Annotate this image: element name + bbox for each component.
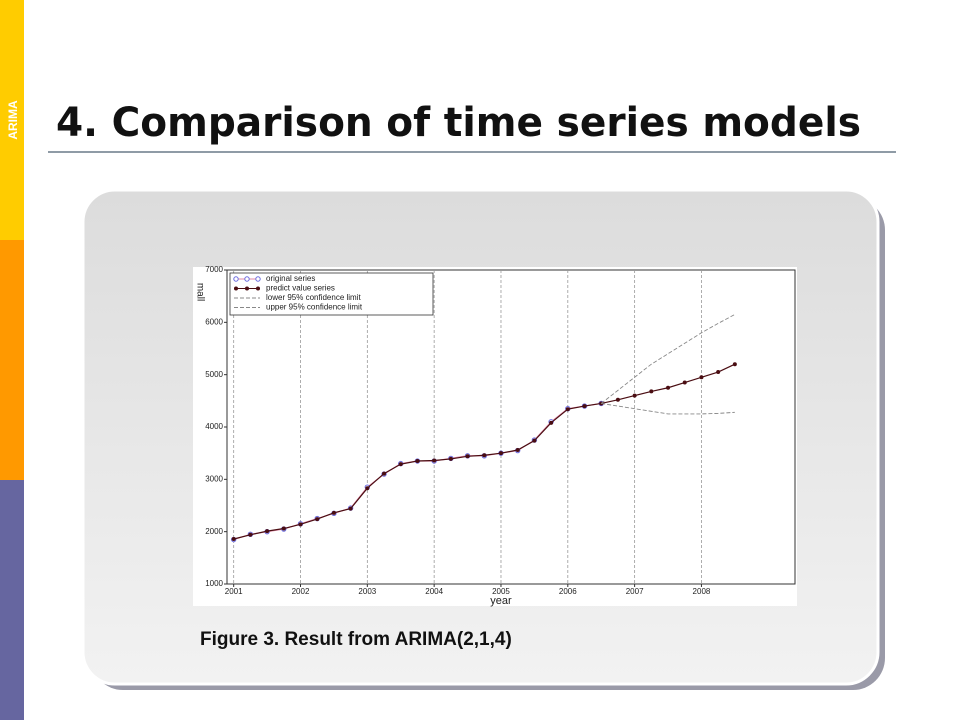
data-point — [582, 404, 587, 409]
x-axis-label: year — [490, 595, 512, 607]
y-tick-label: 6000 — [205, 317, 223, 326]
data-point — [465, 454, 470, 459]
slide-title: 4. Comparison of time series models — [56, 100, 861, 146]
data-point — [732, 362, 737, 367]
x-tick-label: 2008 — [693, 587, 711, 596]
data-point — [482, 453, 487, 458]
x-tick-label: 2002 — [292, 587, 310, 596]
data-point — [649, 389, 654, 394]
y-tick-label: 5000 — [205, 370, 223, 379]
data-point — [281, 526, 286, 531]
x-tick-label: 2006 — [559, 587, 577, 596]
legend-marker — [255, 276, 261, 282]
y-tick-label: 2000 — [205, 527, 223, 536]
data-point — [365, 486, 370, 491]
side-bar-yellow — [0, 0, 24, 240]
y-tick-label: 4000 — [205, 422, 223, 431]
data-point — [565, 407, 570, 412]
chart: 1000 2000 3000 4000 5000 6000 7000 2001 2002 2003… — [194, 265, 796, 607]
data-point — [532, 438, 537, 443]
data-point — [248, 532, 253, 537]
legend-label: original series — [266, 274, 315, 283]
data-point — [265, 529, 270, 534]
data-point — [549, 420, 554, 425]
y-tick-label: 3000 — [205, 474, 223, 483]
data-point — [298, 522, 303, 527]
data-point — [231, 536, 236, 541]
series-line — [600, 314, 736, 404]
data-point — [415, 459, 420, 464]
chart-area — [193, 267, 797, 606]
data-point — [331, 510, 336, 515]
legend-label: predict value series — [266, 284, 335, 293]
data-point — [315, 517, 320, 522]
y-tick-label: 1000 — [205, 579, 223, 588]
data-point — [716, 370, 721, 375]
data-point — [632, 393, 637, 398]
data-point — [348, 506, 353, 511]
legend-marker — [233, 276, 239, 282]
data-point — [498, 451, 503, 456]
legend-box — [229, 272, 434, 316]
x-tick-label: 2004 — [425, 587, 443, 596]
legend-marker — [234, 286, 238, 291]
side-label: ARIMA — [6, 100, 20, 140]
data-point — [432, 458, 437, 463]
legend-label: upper 95% confidence limit — [266, 303, 363, 312]
data-point — [682, 380, 687, 385]
x-tick-label: 2001 — [225, 587, 243, 596]
series-line — [601, 403, 735, 415]
data-point — [448, 456, 453, 461]
data-point — [666, 385, 671, 390]
legend-marker — [245, 286, 249, 291]
data-point — [515, 448, 520, 453]
data-point — [398, 462, 403, 467]
side-bar-purple — [0, 480, 24, 720]
legend-marker — [244, 276, 250, 282]
caption: Figure 3. Result from ARIMA(2,1,4) — [200, 629, 512, 650]
y-tick-label: 7000 — [205, 265, 223, 274]
data-point — [699, 375, 704, 380]
data-point — [382, 471, 387, 476]
x-tick-label: 2007 — [626, 587, 644, 596]
x-tick-label: 2003 — [358, 587, 376, 596]
legend-marker — [256, 286, 260, 291]
legend-label: lower 95% confidence limit — [266, 293, 361, 302]
y-axis-label: mall — [194, 283, 205, 301]
x-tick-label: 2005 — [492, 587, 510, 596]
data-point — [615, 397, 620, 402]
side-bar-orange — [0, 240, 24, 480]
